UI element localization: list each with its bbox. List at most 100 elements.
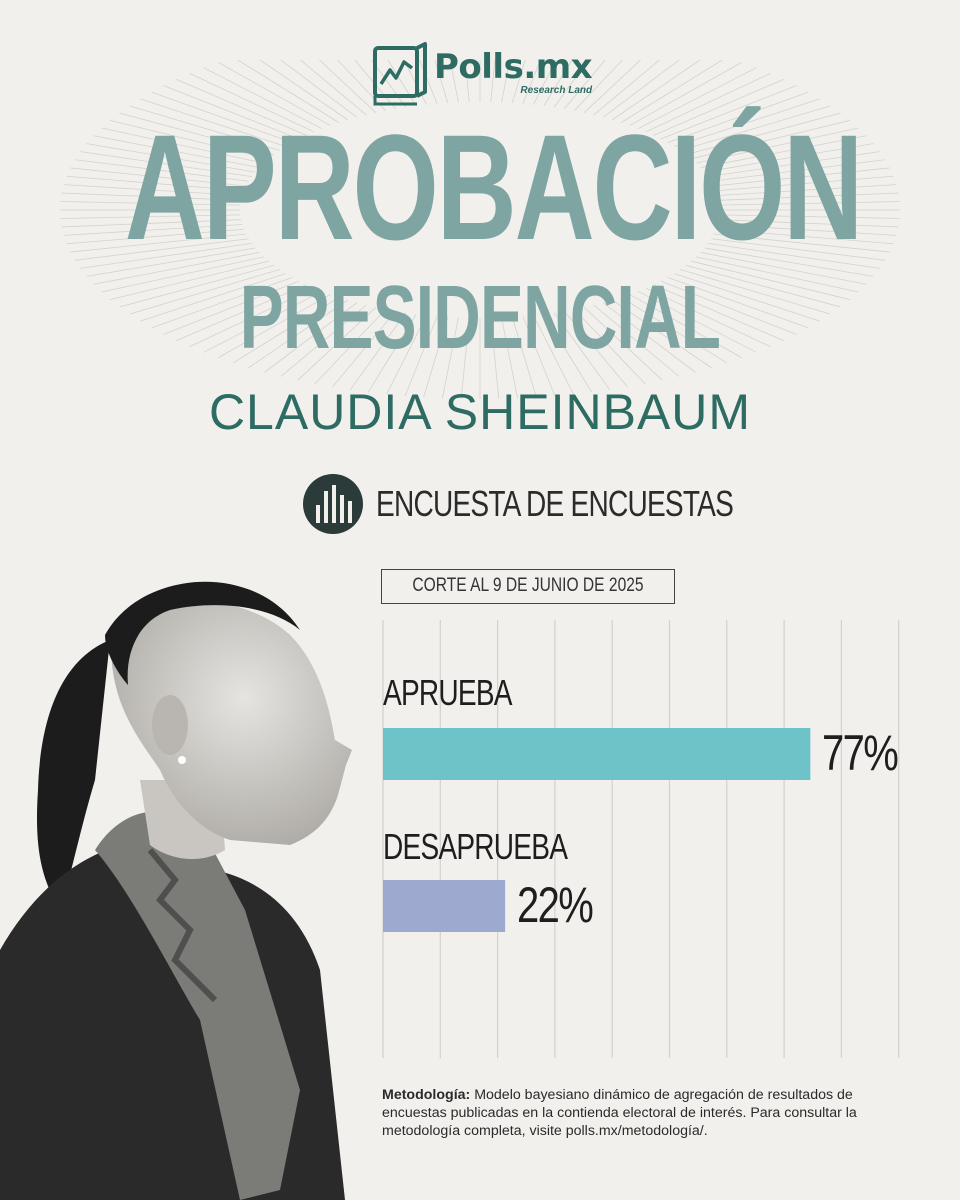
page-title: APROBACIÓN	[124, 103, 864, 271]
sunburst-ray	[449, 60, 459, 103]
sunburst-ray	[660, 85, 797, 140]
sunburst-ray	[151, 276, 293, 329]
sunburst-ray	[543, 60, 573, 107]
sunburst-ray	[386, 315, 427, 395]
sunburst-ray	[163, 85, 300, 140]
sunburst-ray	[248, 299, 349, 369]
sunburst-ray	[80, 242, 252, 269]
sunburst-ray	[719, 201, 900, 206]
sunburst-ray	[680, 269, 831, 315]
sunburst-ray	[522, 60, 541, 104]
sunburst-ray	[232, 297, 340, 364]
sunburst-ray	[620, 297, 728, 364]
sunburst-ray	[674, 273, 820, 322]
sunburst-ray	[574, 309, 646, 385]
sunburst-ray	[713, 233, 890, 253]
sunburst-ray	[685, 112, 841, 155]
sunburst-ray	[140, 98, 286, 147]
polls-mx-logo: Polls.mx Research Land	[372, 38, 622, 108]
sunburst-ray	[717, 184, 897, 196]
sunburst-ray	[314, 309, 386, 385]
sunburst-ray	[490, 60, 496, 103]
sunburst-ray	[86, 247, 256, 277]
sunburst-ray	[70, 233, 247, 253]
sunburst-ray	[645, 73, 771, 133]
sunburst-ray	[61, 192, 241, 201]
sunburst-ray	[593, 60, 660, 116]
sunburst-ray	[367, 313, 417, 393]
sunburst-ray	[203, 67, 323, 130]
sunburst-ray	[460, 317, 470, 399]
sunburst-ray	[176, 79, 307, 136]
sunburst-ray	[349, 312, 407, 390]
sunburst-ray	[75, 159, 249, 182]
sunburst-ray	[696, 127, 859, 164]
sunburst-ray	[645, 287, 771, 347]
sunburst-ray	[553, 312, 611, 390]
sunburst-ray	[704, 143, 874, 173]
sunburst-ray	[533, 315, 574, 395]
sunburst-ray	[674, 98, 820, 147]
encuesta-label: ENCUESTA DE ENCUESTAS	[376, 483, 734, 524]
sunburst-ray	[163, 280, 300, 335]
sunburst-ray	[660, 280, 797, 335]
category-label-desaprueba: DESAPRUEBA	[383, 826, 568, 867]
polls-chart-box-icon	[373, 42, 427, 106]
person-name: CLAUDIA SHEINBAUM	[208, 384, 752, 440]
sunburst-ray	[419, 60, 438, 104]
sunburst-ray	[667, 276, 809, 329]
bar-chart-circle-icon	[303, 474, 363, 534]
sunburst-ray	[637, 67, 757, 130]
sunburst-ray	[101, 127, 264, 164]
sunburst-ray	[387, 60, 417, 107]
sunburst-ray	[719, 219, 899, 228]
sunburst-ray	[620, 60, 723, 123]
sunburst-ray	[719, 214, 900, 219]
sunburst-ray	[501, 317, 519, 399]
category-label-aprueba: APRUEBA	[383, 672, 513, 713]
sunburst-ray	[189, 73, 315, 133]
encuesta-de-encuestas-badge: ENCUESTA DE ENCUESTAS	[302, 472, 834, 536]
value-label-desaprueba: 22%	[517, 877, 594, 933]
sunburst-ray	[708, 242, 880, 269]
sunburst-ray	[189, 287, 315, 347]
sunburst-ray	[423, 316, 449, 398]
sunburst-ray	[203, 290, 323, 353]
sunburst-ray	[332, 310, 396, 388]
sunburst-ray	[464, 60, 470, 103]
sunburst-ray	[217, 61, 331, 126]
sunburst-ray	[300, 60, 367, 116]
sunburst-ray	[259, 60, 349, 121]
sunburst-ray	[264, 302, 358, 373]
sunburst-ray	[63, 224, 243, 236]
sunburst-ray	[511, 316, 537, 398]
sunburst-ray	[583, 60, 642, 113]
brand-subname: Research Land	[520, 85, 593, 96]
sunburst-ray	[129, 105, 280, 151]
sunburst-ray	[119, 112, 275, 155]
sunburst-ray	[685, 265, 841, 308]
sunburst-ray	[490, 317, 500, 399]
sunburst-ray	[101, 256, 264, 293]
sunburst-ray	[404, 316, 438, 397]
sunburst-ray	[237, 60, 340, 123]
bar-desaprueba	[383, 880, 506, 932]
sunburst-ray	[297, 307, 377, 381]
sunburst-ray	[80, 151, 252, 178]
sunburst-ray	[713, 167, 890, 187]
sunburst-ray	[574, 60, 624, 111]
sunburst-ray	[553, 60, 589, 108]
sunburst-ray	[63, 184, 243, 196]
sunburst-ray	[629, 61, 743, 126]
sunburst-ray	[583, 307, 663, 381]
sunburst-ray	[75, 238, 249, 261]
methodology-text: Modelo bayesiano dinámico de agregación …	[382, 1087, 857, 1139]
sunburst-ray	[691, 120, 850, 160]
sunburst-ray	[511, 60, 526, 104]
brand-name: Polls.mx	[434, 47, 593, 87]
sunburst-ray	[441, 317, 459, 399]
sunburst-ray	[653, 284, 784, 341]
sunburst-ray	[66, 228, 244, 245]
page-subtitle: PRESIDENCIAL	[239, 268, 721, 368]
sunburst-ray	[533, 60, 557, 105]
